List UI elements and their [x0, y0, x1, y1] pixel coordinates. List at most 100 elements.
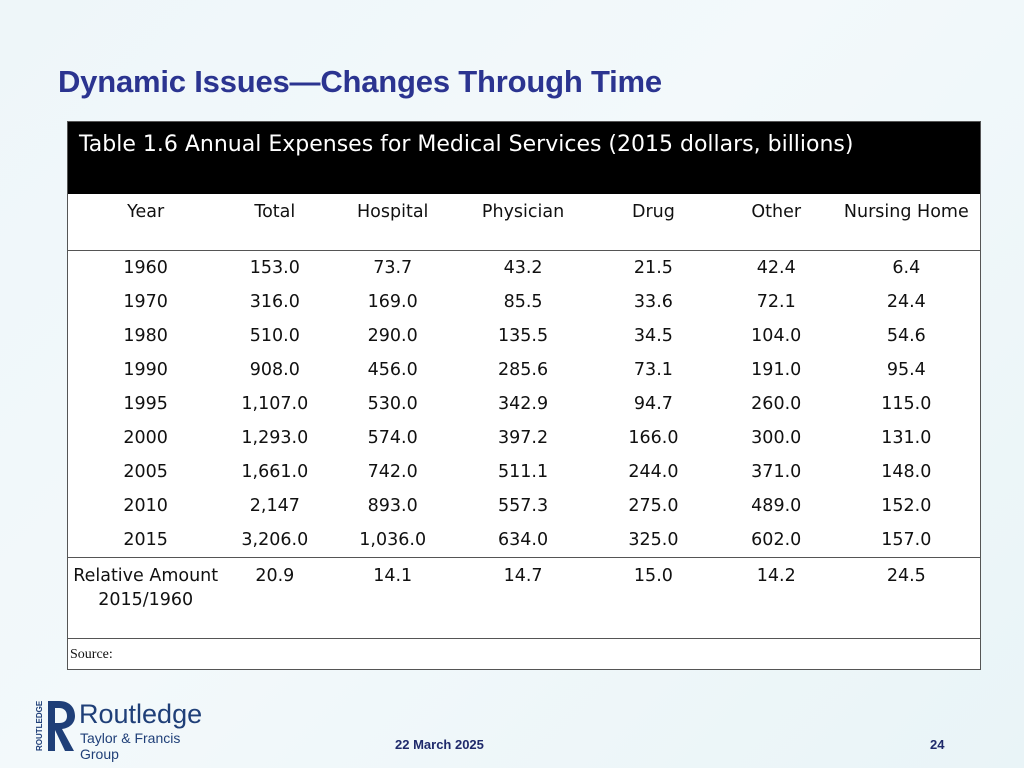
year-cell: 1990	[123, 360, 168, 380]
value-cell: 169.0	[367, 292, 418, 312]
year-cell: 1995	[123, 394, 168, 414]
column-header-total: Total	[223, 194, 327, 251]
value-cell: 85.5	[503, 292, 543, 312]
value-cell: 908.0	[249, 360, 300, 380]
table-row: 1990 908.0 456.0 285.6 73.1 191.0 95.4	[68, 353, 981, 387]
value-cell: 73.7	[373, 258, 413, 278]
table-row: 2015 3,206.0 1,036.0 634.0 325.0 602.0 157.0	[68, 523, 981, 558]
value-cell: 530.0	[367, 394, 418, 414]
value-cell: 511.1	[498, 462, 549, 482]
table-header-row: Year Total Hospital Physician Drug Other…	[67, 194, 981, 251]
value-cell: 166.0	[628, 428, 679, 448]
value-cell: 1,107.0	[241, 394, 309, 414]
table-row: 1980 510.0 290.0 135.5 34.5 104.0 54.6	[68, 319, 981, 353]
value-cell: 73.1	[633, 360, 673, 380]
relative-amount-cell: 14.7	[459, 557, 588, 639]
value-cell: 300.0	[751, 428, 802, 448]
value-cell: 42.4	[756, 258, 796, 278]
relative-amount-cell: 24.5	[832, 557, 981, 639]
value-cell: 456.0	[367, 360, 418, 380]
table-row: 1970 316.0 169.0 85.5 33.6 72.1 24.4	[68, 285, 981, 319]
routledge-r-icon	[48, 701, 75, 751]
value-cell: 104.0	[751, 326, 802, 346]
value-cell: 244.0	[628, 462, 679, 482]
value-cell: 397.2	[498, 428, 549, 448]
relative-amount-cell: 14.1	[326, 557, 460, 639]
value-cell: 43.2	[503, 258, 543, 278]
value-cell: 95.4	[886, 360, 926, 380]
value-cell: 6.4	[892, 258, 921, 278]
value-cell: 275.0	[628, 496, 679, 516]
value-cell: 893.0	[367, 496, 418, 516]
year-cell: 2005	[123, 462, 168, 482]
value-cell: 72.1	[756, 292, 796, 312]
value-cell: 1,661.0	[241, 462, 309, 482]
relative-amount-label: Relative Amount 2015/1960	[67, 557, 224, 639]
value-cell: 1,293.0	[241, 428, 309, 448]
value-cell: 54.6	[886, 326, 926, 346]
routledge-logo: ROUTLEDGE Routledge Taylor & Francis Gro…	[35, 697, 220, 762]
value-cell: 260.0	[751, 394, 802, 414]
column-header-physician: Physician	[459, 194, 588, 251]
year-cell: 1980	[123, 326, 168, 346]
table-row: 2000 1,293.0 574.0 397.2 166.0 300.0 131.0	[68, 421, 981, 455]
value-cell: 371.0	[751, 462, 802, 482]
value-cell: 157.0	[881, 530, 932, 550]
relative-amount-cell: 14.2	[719, 557, 833, 639]
year-cell: 2015	[123, 530, 168, 550]
value-cell: 33.6	[633, 292, 673, 312]
year-cell: 2010	[123, 496, 168, 516]
year-cell: 1970	[123, 292, 168, 312]
value-cell: 153.0	[249, 258, 300, 278]
logo-side-text: ROUTLEDGE	[35, 700, 44, 751]
value-cell: 2,147	[249, 496, 300, 516]
expenses-table: Table 1.6 Annual Expenses for Medical Se…	[67, 121, 981, 670]
table-body: 1960 153.0 73.7 43.2 21.5 42.4 6.4 1970 316.0 169…	[68, 251, 981, 558]
column-header-nursing-home: Nursing Home	[832, 194, 981, 251]
column-header-other: Other	[719, 194, 833, 251]
table-caption: Table 1.6 Annual Expenses for Medical Se…	[67, 121, 981, 194]
value-cell: 21.5	[633, 258, 673, 278]
value-cell: 152.0	[881, 496, 932, 516]
column-header-drug: Drug	[587, 194, 720, 251]
value-cell: 342.9	[498, 394, 549, 414]
value-cell: 489.0	[751, 496, 802, 516]
logo-subtitle: Taylor & Francis Group	[80, 730, 181, 762]
footer-date: 22 March 2025	[395, 737, 484, 752]
table-row: 1960 153.0 73.7 43.2 21.5 42.4 6.4	[68, 251, 981, 286]
table-row: 1995 1,107.0 530.0 342.9 94.7 260.0 115.0	[68, 387, 981, 421]
table-source: Source:	[70, 647, 113, 662]
value-cell: 325.0	[628, 530, 679, 550]
relative-amount-row: Relative Amount 2015/1960 20.9 14.1 14.7…	[67, 557, 981, 639]
value-cell: 191.0	[751, 360, 802, 380]
value-cell: 135.5	[498, 326, 549, 346]
table-row: 2005 1,661.0 742.0 511.1 244.0 371.0 148.0	[68, 455, 981, 489]
value-cell: 148.0	[881, 462, 932, 482]
value-cell: 131.0	[881, 428, 932, 448]
value-cell: 1,036.0	[359, 530, 427, 550]
value-cell: 602.0	[751, 530, 802, 550]
value-cell: 574.0	[367, 428, 418, 448]
value-cell: 290.0	[367, 326, 418, 346]
value-cell: 115.0	[881, 394, 932, 414]
value-cell: 3,206.0	[241, 530, 309, 550]
table-row: 2010 2,147 893.0 557.3 275.0 489.0 152.0	[68, 489, 981, 523]
value-cell: 285.6	[498, 360, 549, 380]
relative-amount-cell: 20.9	[223, 557, 327, 639]
column-header-hospital: Hospital	[326, 194, 460, 251]
year-cell: 2000	[123, 428, 168, 448]
value-cell: 24.4	[886, 292, 926, 312]
value-cell: 510.0	[249, 326, 300, 346]
year-cell: 1960	[123, 258, 168, 278]
logo-name: Routledge	[79, 699, 203, 729]
page-number: 24	[930, 737, 945, 752]
slide-title: Dynamic Issues—Changes Through Time	[58, 64, 662, 99]
value-cell: 634.0	[498, 530, 549, 550]
relative-amount-cell: 15.0	[587, 557, 720, 639]
value-cell: 742.0	[367, 462, 418, 482]
column-header-year: Year	[67, 194, 224, 251]
value-cell: 557.3	[498, 496, 549, 516]
value-cell: 34.5	[633, 326, 673, 346]
value-cell: 94.7	[633, 394, 673, 414]
value-cell: 316.0	[249, 292, 300, 312]
